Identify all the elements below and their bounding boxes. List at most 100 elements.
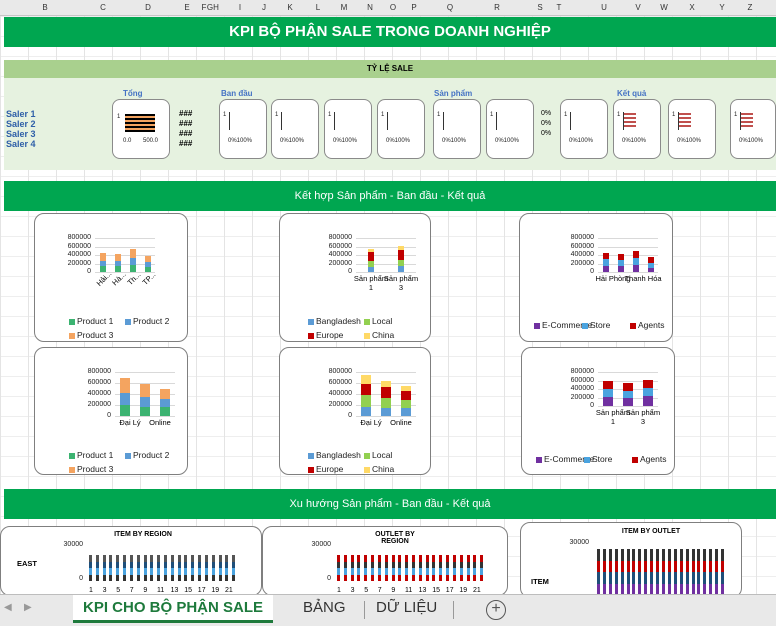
bar-segment[interactable] [114, 254, 121, 261]
bar-segment[interactable] [144, 266, 151, 272]
bar-segment[interactable] [632, 257, 639, 265]
bar-segment[interactable] [144, 256, 151, 263]
bar-segment[interactable] [398, 266, 404, 272]
bar-segment[interactable] [623, 382, 633, 391]
trend-bar[interactable] [405, 553, 409, 581]
trend-bar[interactable] [377, 553, 381, 581]
column-letter[interactable]: O [389, 3, 397, 12]
trend-bar[interactable] [673, 547, 677, 595]
add-sheet-icon[interactable]: + [486, 600, 506, 620]
bar-stack[interactable] [603, 372, 613, 406]
column-letter[interactable]: C [100, 3, 106, 12]
column-letter[interactable]: G [206, 3, 214, 12]
trend-bar[interactable] [337, 553, 340, 581]
bar-stack[interactable] [144, 238, 151, 272]
trend-bar[interactable] [225, 553, 229, 581]
bar-segment[interactable] [361, 407, 371, 416]
bar-segment[interactable] [120, 405, 130, 416]
trend-bar[interactable] [602, 547, 606, 595]
trend-bar[interactable] [480, 553, 484, 581]
trend-bar[interactable] [715, 547, 719, 595]
bar-stack[interactable] [140, 372, 150, 416]
column-letter[interactable]: Y [719, 3, 725, 12]
column-letter[interactable]: D [145, 3, 151, 12]
column-letter[interactable]: Q [446, 3, 454, 12]
trend-bar[interactable] [703, 547, 707, 595]
trend-bar[interactable] [626, 547, 630, 595]
trend-bar[interactable] [644, 547, 648, 595]
column-letter[interactable]: X [689, 3, 695, 12]
bar-segment[interactable] [398, 250, 404, 260]
bar-segment[interactable] [381, 407, 391, 416]
bar-segment[interactable] [114, 260, 121, 267]
bar-segment[interactable] [129, 265, 136, 272]
bar-segment[interactable] [99, 252, 106, 261]
bar-segment[interactable] [144, 262, 151, 267]
trend-bar[interactable] [384, 553, 388, 581]
trend-bar[interactable] [198, 553, 202, 581]
ratio-mini-chart[interactable]: 1 0%100% [668, 99, 716, 159]
bar-segment[interactable] [140, 406, 150, 416]
bar-stack[interactable] [160, 372, 170, 416]
trend-bar[interactable] [459, 553, 463, 581]
bar-segment[interactable] [401, 399, 411, 409]
trend-chart-item-by-region[interactable]: ITEM BY REGION EAST 30000 0 1 3 5 7 9 11 13 15 1… [0, 526, 262, 596]
trend-bar[interactable] [656, 547, 660, 595]
trend-bar[interactable] [136, 553, 140, 581]
trend-bar[interactable] [691, 547, 695, 595]
trend-bar[interactable] [116, 553, 120, 581]
bar-segment[interactable] [160, 389, 170, 399]
legend-item[interactable]: Agents [632, 454, 666, 464]
trend-bar[interactable] [398, 553, 402, 581]
trend-bar[interactable] [191, 553, 195, 581]
trend-bar[interactable] [177, 553, 181, 581]
bar-stack[interactable] [398, 238, 404, 272]
bar-segment[interactable] [114, 266, 121, 272]
bar-segment[interactable] [99, 260, 106, 266]
ratio-mini-chart[interactable]: 1 0%100% [324, 99, 372, 159]
legend-item[interactable]: Product 3 [69, 464, 113, 474]
legend-item[interactable]: Bangladesh [308, 316, 361, 326]
bar-stack[interactable] [632, 238, 639, 272]
bar-stack[interactable] [361, 372, 371, 416]
trend-bar[interactable] [709, 547, 713, 595]
trend-bar[interactable] [650, 547, 654, 595]
column-letter[interactable]: V [635, 3, 641, 12]
bar-segment[interactable] [160, 407, 170, 416]
total-mini-chart[interactable]: 1 0.0 500.0 [112, 99, 170, 159]
trend-bar[interactable] [466, 553, 470, 581]
trend-bar[interactable] [364, 553, 368, 581]
legend-item[interactable]: Store [584, 454, 612, 464]
trend-bar[interactable] [211, 553, 215, 581]
legend-item[interactable]: Store [582, 320, 610, 330]
legend-item[interactable]: Product 3 [69, 330, 113, 340]
bar-segment[interactable] [381, 397, 391, 408]
bar-segment[interactable] [129, 249, 136, 258]
trend-bar[interactable] [620, 547, 624, 595]
legend-item[interactable]: China [364, 464, 394, 474]
trend-bar[interactable] [614, 547, 618, 595]
trend-bar[interactable] [662, 547, 665, 595]
bar-segment[interactable] [401, 385, 411, 392]
tab-du-lieu[interactable]: DỮ LIỆU [376, 599, 438, 616]
bar-segment[interactable] [129, 257, 136, 266]
legend-item[interactable]: E-Commerce [536, 454, 594, 464]
chart-c5[interactable]: 800000 600000 400000 200000 0 Đại Lý Online Ban… [279, 347, 431, 475]
bar-segment[interactable] [617, 266, 624, 272]
column-letter[interactable]: I [238, 3, 242, 12]
ratio-mini-chart[interactable]: 1 0%100% [486, 99, 534, 159]
bar-segment[interactable] [99, 265, 106, 272]
chart-c1[interactable]: 800000 600000 400000 200000 0 Hải... Hà... Th..… [34, 213, 188, 342]
column-letter[interactable]: F [201, 3, 207, 12]
legend-item[interactable]: Product 2 [125, 316, 169, 326]
trend-bar[interactable] [95, 553, 99, 581]
bar-segment[interactable] [623, 397, 633, 406]
trend-bar[interactable] [109, 553, 113, 581]
ratio-mini-chart[interactable]: 1 0%100% [433, 99, 481, 159]
scroll-left-icon[interactable]: ◀ [4, 602, 12, 613]
ratio-mini-chart[interactable]: 1 0%100% [613, 99, 661, 159]
trend-bar[interactable] [157, 553, 161, 581]
trend-bar[interactable] [473, 553, 477, 581]
column-letter[interactable]: H [213, 3, 219, 12]
trend-bar[interactable] [597, 547, 600, 595]
